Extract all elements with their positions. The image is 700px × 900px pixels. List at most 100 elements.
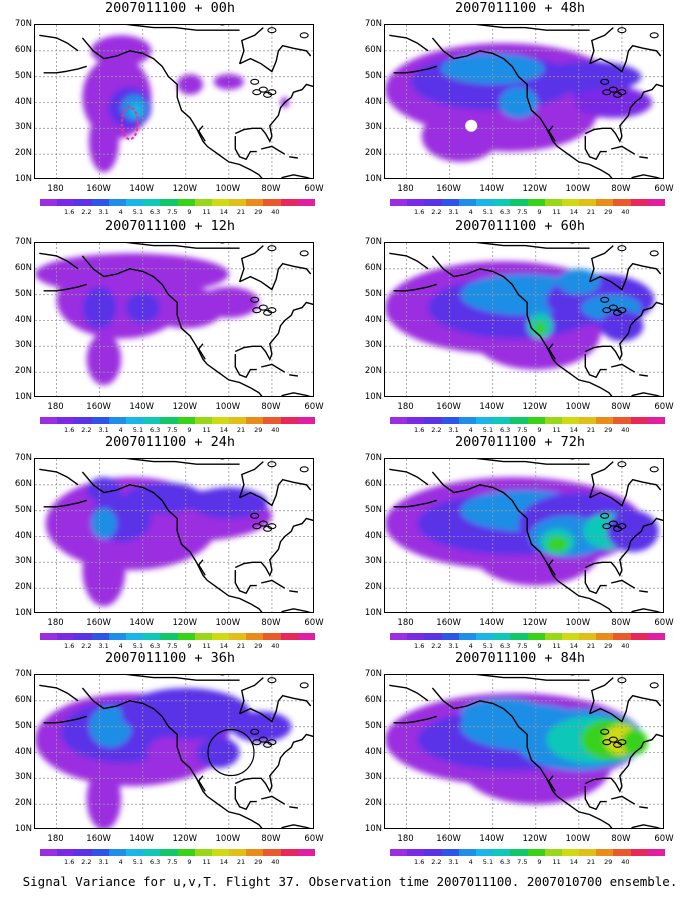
colorbar-swatch	[263, 633, 281, 640]
colorbar-label: 7.5	[167, 642, 178, 650]
coastline	[630, 174, 661, 178]
latitude-label: 20N	[14, 582, 32, 593]
colorbar-label: 40	[271, 858, 280, 866]
colorbar-label: 7.5	[517, 208, 528, 216]
colorbar: 1.6 2.2 3.1 4 5.1 6.3 7.5 9 11 14 21 29 40	[40, 199, 315, 217]
colorbar-swatch	[177, 199, 195, 206]
colorbar-swatch	[229, 849, 247, 856]
colorbar: 1.6 2.2 3.1 4 5.1 6.3 7.5 9 11 14 21 29 40	[390, 849, 665, 867]
variance-map	[384, 24, 664, 179]
colorbar: 1.6 2.2 3.1 4 5.1 6.3 7.5 9 11 14 21 29 40	[390, 199, 665, 217]
island	[617, 307, 627, 314]
colorbar-label: 7.5	[167, 208, 178, 216]
latitude-label: 20N	[364, 148, 382, 159]
colorbar-label: 11	[552, 426, 561, 434]
coastline	[39, 34, 79, 52]
latitude-label: 20N	[364, 366, 382, 377]
colorbar-swatch	[613, 633, 631, 640]
longitude-label: 100W	[215, 184, 241, 194]
colorbar-label: 14	[569, 426, 579, 434]
colorbar-label: 3.1	[98, 858, 109, 866]
coastline	[639, 374, 648, 377]
longitude-label: 120W	[172, 184, 198, 194]
island	[299, 32, 309, 39]
colorbar: 1.6 2.2 3.1 4 5.1 6.3 7.5 9 11 14 21 29 40	[40, 417, 315, 435]
panel-title: 2007011100 + 00h	[104, 0, 236, 16]
longitude-label: 80W	[261, 402, 281, 412]
latitude-label: 60N	[364, 694, 382, 705]
latitude-label: 70N	[14, 237, 32, 247]
coastline	[125, 25, 240, 31]
colorbar-label: 4	[468, 642, 473, 650]
variance-contour	[88, 110, 119, 173]
forecast-panel: 2007011100 + 00h 70N 60N 50N 40N 30N 20N 10N 180…	[0, 0, 340, 218]
latitude-label: 10N	[364, 608, 382, 618]
coastline	[239, 262, 312, 291]
coastline	[197, 559, 206, 576]
colorbar-swatch	[177, 417, 195, 424]
longitude-label: 140W	[129, 402, 155, 412]
island	[649, 250, 659, 257]
colorbar-label: 7.5	[517, 426, 528, 434]
longitude-label: 180	[47, 402, 64, 412]
colorbar-swatch	[647, 633, 665, 640]
colorbar-swatch	[143, 199, 161, 206]
colorbar-swatch	[390, 633, 408, 640]
longitude-label: 60W	[654, 618, 674, 628]
colorbar-label: 1.6	[414, 642, 425, 650]
colorbar-label: 11	[552, 642, 561, 650]
forecast-panel: 2007011100 + 60h 70N 60N 50N 40N 30N 20N 10N 180…	[350, 218, 690, 436]
coastline	[43, 499, 87, 508]
coastline	[43, 65, 87, 74]
colorbar-label: 1.6	[414, 208, 425, 216]
island	[252, 739, 262, 746]
island	[617, 461, 627, 468]
colorbar-label: 11	[202, 426, 211, 434]
colorbar-swatch	[390, 199, 408, 206]
colorbar-label: 14	[219, 208, 229, 216]
colorbar-label: 4	[118, 208, 123, 216]
colorbar-swatch	[57, 199, 75, 206]
colorbar-swatch	[229, 417, 247, 424]
longitude-label: 60W	[654, 184, 674, 194]
variance-contour	[86, 768, 122, 828]
variance-contour	[121, 688, 251, 740]
colorbar-swatch	[579, 633, 597, 640]
colorbar-swatch	[280, 849, 298, 856]
colorbar-label: 29	[604, 642, 613, 650]
colorbar-label: 6.3	[149, 858, 161, 866]
colorbar-swatch	[458, 849, 476, 856]
forecast-panel: 2007011100 + 36h 70N 60N 50N 40N 30N 20N 10N 180…	[0, 650, 340, 868]
colorbar-swatch	[561, 199, 580, 206]
latitude-label: 50N	[14, 70, 32, 81]
latitude-label: 40N	[14, 746, 32, 757]
coastline	[588, 677, 614, 715]
coastline	[261, 363, 286, 373]
colorbar-swatch	[475, 417, 494, 424]
coastline	[261, 795, 286, 805]
colorbar-swatch	[160, 199, 178, 206]
island	[602, 523, 612, 530]
longitude-label: 120W	[172, 834, 198, 844]
latitude-label: 70N	[14, 453, 32, 463]
colorbar-label: 21	[586, 858, 596, 866]
colorbar-swatch	[211, 199, 230, 206]
colorbar-swatch	[424, 417, 442, 424]
variance-map	[34, 458, 314, 613]
coastline	[389, 684, 429, 702]
coastline	[238, 677, 264, 715]
coastline	[389, 34, 429, 52]
coastline	[431, 37, 613, 178]
colorbar-swatch	[229, 633, 247, 640]
colorbar-label: 3.1	[448, 642, 459, 650]
island	[250, 296, 260, 303]
colorbar-label: 1.6	[64, 642, 75, 650]
colorbar-swatch	[246, 199, 264, 206]
longitude-label: 160W	[436, 618, 461, 628]
variance-contour	[177, 74, 204, 95]
island	[267, 307, 277, 314]
colorbar-label: 40	[271, 426, 280, 434]
colorbar-swatch	[194, 633, 212, 640]
colorbar-swatch	[211, 417, 230, 424]
colorbar-label: 9	[187, 642, 192, 650]
